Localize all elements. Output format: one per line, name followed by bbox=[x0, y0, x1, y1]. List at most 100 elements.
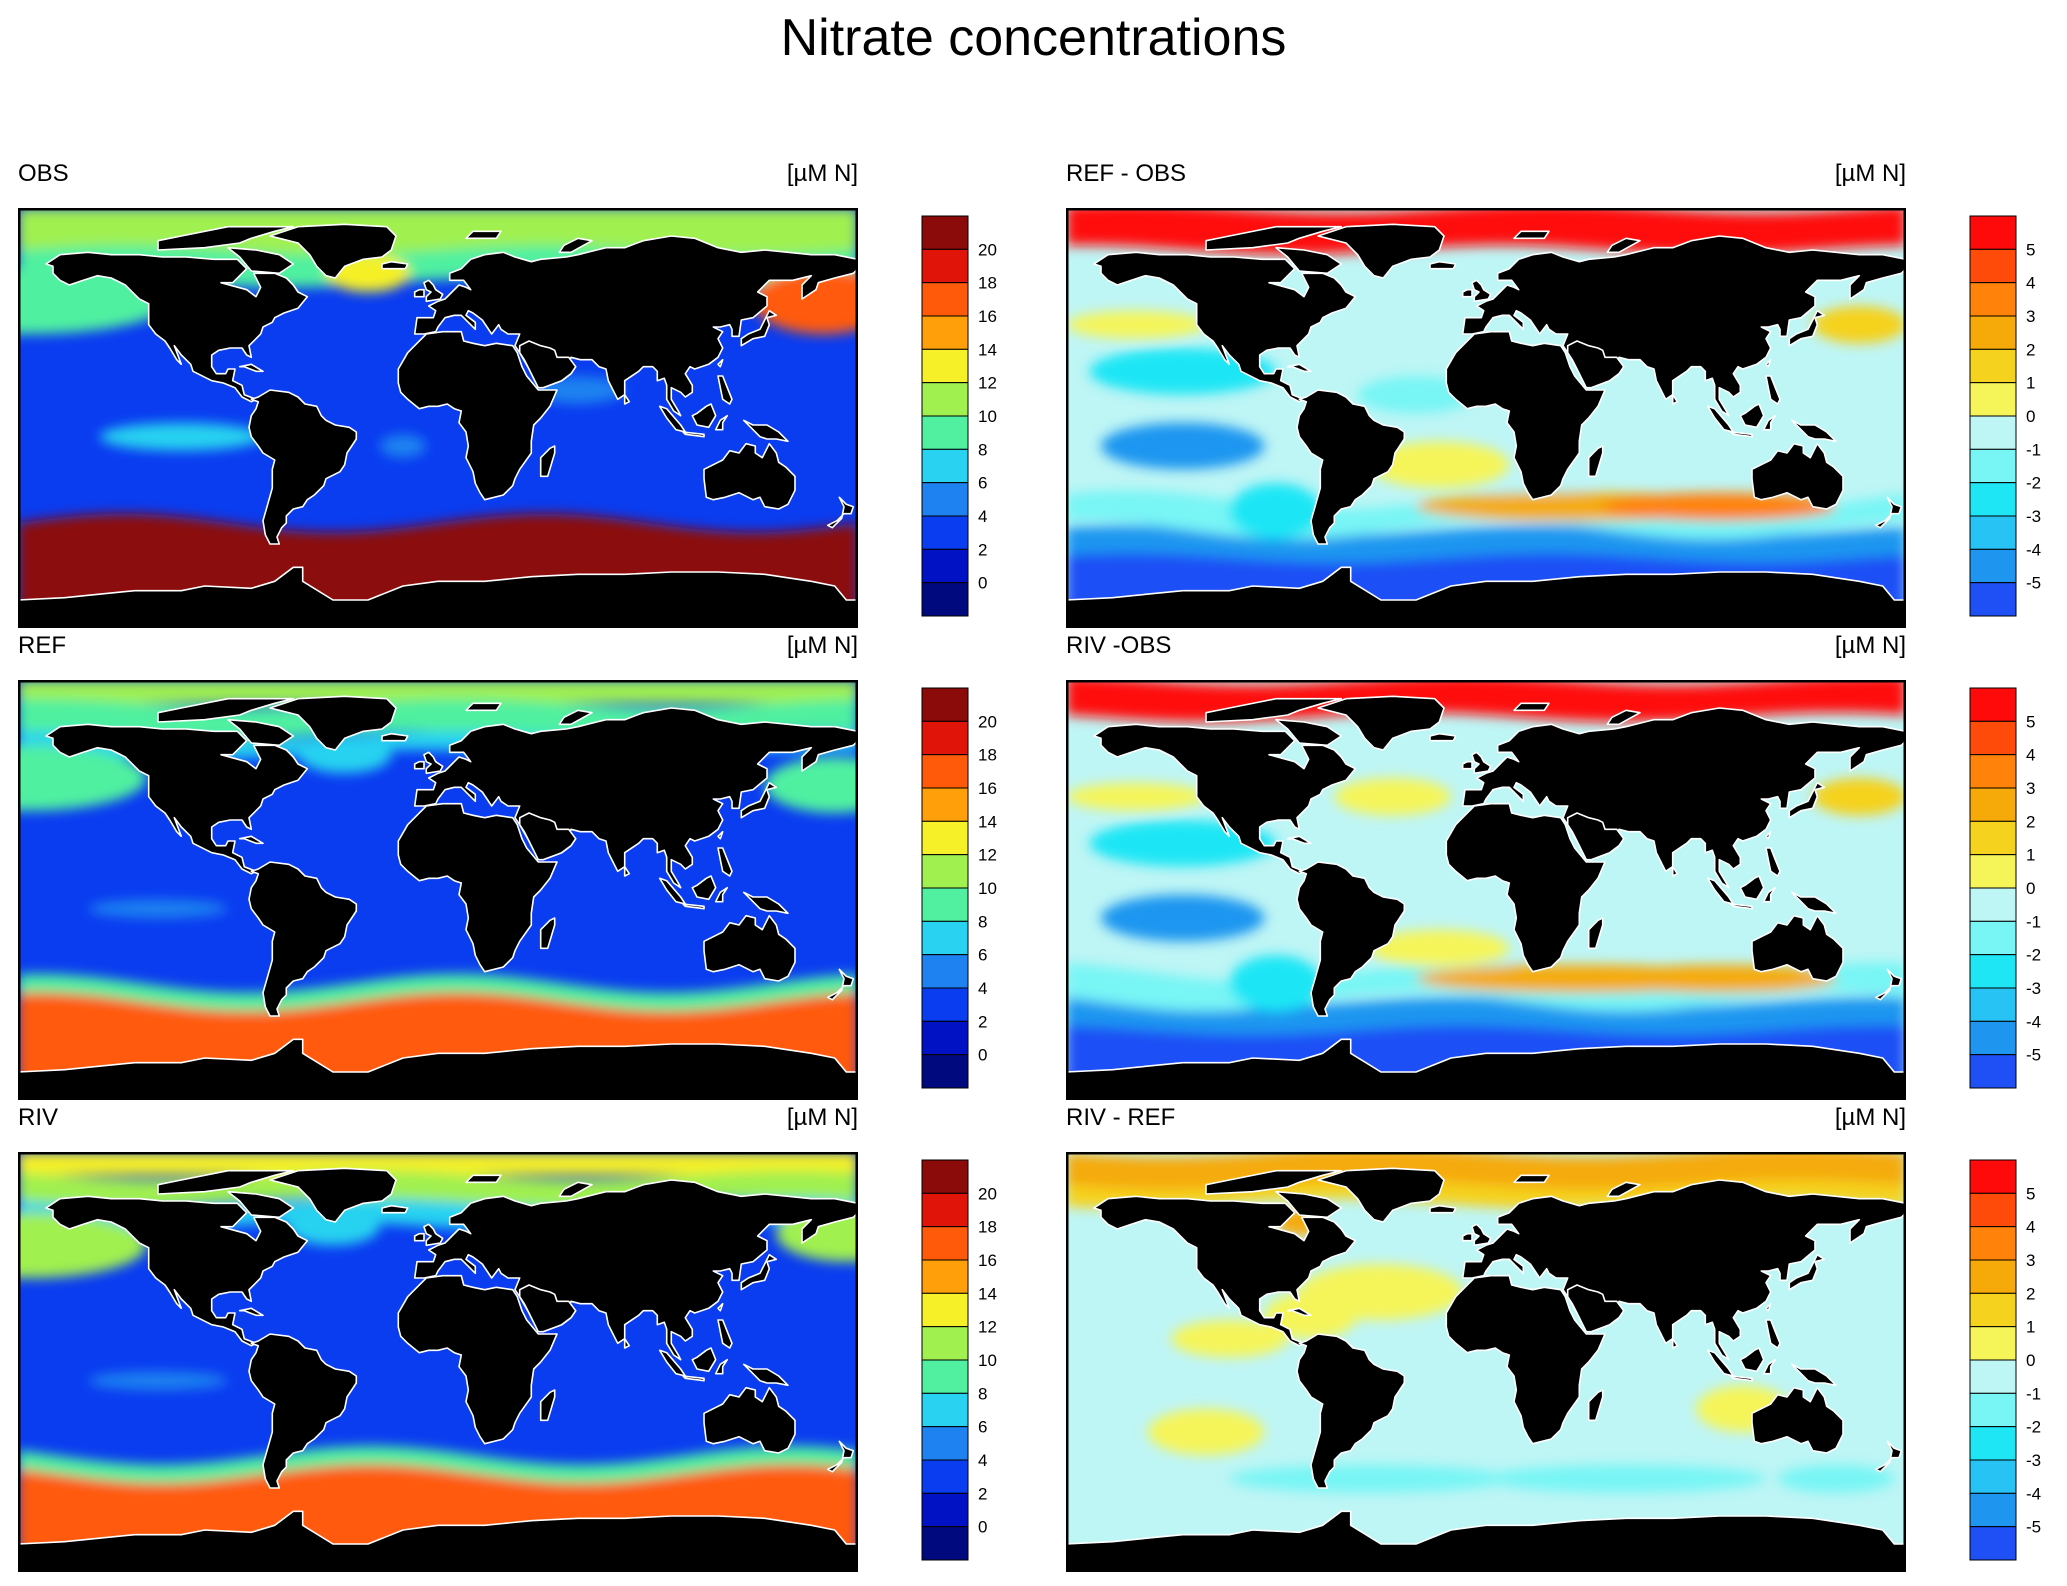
land-sriLanka bbox=[1671, 393, 1679, 405]
panel-title-ref-obs: REF - OBS bbox=[1066, 160, 1187, 187]
land-svalbard bbox=[1513, 230, 1550, 240]
colorbar-swatch bbox=[1969, 987, 2017, 1022]
colorbar-swatch bbox=[1969, 1054, 2017, 1089]
land-borneo bbox=[691, 875, 717, 901]
land-southAmerica bbox=[248, 1333, 358, 1489]
land-iceland bbox=[1429, 1204, 1457, 1214]
land-japan bbox=[740, 781, 778, 819]
land-madagascar bbox=[1587, 917, 1604, 950]
colorbar-tick-label: 3 bbox=[2026, 307, 2035, 326]
colorbar-tick-label: 6 bbox=[978, 474, 987, 493]
colorbar-swatch bbox=[1969, 582, 2017, 617]
colorbar-tick-label: 0 bbox=[978, 1046, 987, 1065]
land-novaya bbox=[1606, 237, 1641, 254]
land-baffin bbox=[1275, 1190, 1343, 1219]
colorbar-swatch bbox=[921, 720, 969, 756]
land-northAmerica bbox=[1093, 723, 1357, 875]
colorbar-tick-label: 8 bbox=[978, 440, 987, 459]
land-newGuinea bbox=[742, 419, 789, 443]
colorbar-tick-label: 1 bbox=[2026, 846, 2035, 865]
field-blob bbox=[18, 1212, 147, 1278]
land-novaya bbox=[558, 1181, 593, 1198]
panel-title-riv: RIV bbox=[18, 1104, 59, 1131]
land-southAmerica bbox=[248, 389, 358, 545]
colorbar-swatch bbox=[1969, 720, 2017, 756]
colorbar-swatch bbox=[1969, 548, 2017, 584]
land-sulawesi bbox=[1762, 1358, 1777, 1375]
colorbar-tick-label: 8 bbox=[978, 1384, 987, 1403]
land-newGuinea bbox=[742, 1363, 789, 1387]
map-frame bbox=[1066, 1152, 1906, 1572]
land-baffin bbox=[227, 246, 295, 275]
colorbar-swatch bbox=[921, 1459, 969, 1494]
colorbar-swatch bbox=[1969, 515, 2017, 550]
colorbar-swatch bbox=[1969, 1392, 2017, 1428]
colorbar-tick-label: 6 bbox=[978, 1418, 987, 1437]
field-blob bbox=[18, 745, 147, 811]
colorbar-swatch bbox=[921, 1020, 969, 1056]
land-madagascar bbox=[1587, 445, 1604, 478]
land-svalbard bbox=[1513, 702, 1550, 712]
colorbar-swatch bbox=[921, 1326, 969, 1361]
land-uk bbox=[1471, 1223, 1492, 1247]
colorbar-swatch bbox=[921, 515, 969, 550]
land-philippines bbox=[1765, 1319, 1781, 1349]
colorbar-tick-label: 5 bbox=[2026, 1184, 2035, 1203]
colorbar-tick-label: 5 bbox=[2026, 240, 2035, 259]
colorbar-swatch bbox=[921, 315, 969, 350]
colorbar-swatch bbox=[921, 548, 969, 584]
land-japan bbox=[740, 309, 778, 347]
field-blob bbox=[99, 422, 263, 451]
land-newGuinea bbox=[1790, 891, 1837, 915]
map-obs bbox=[18, 208, 858, 628]
field-blob bbox=[1369, 929, 1510, 967]
panel-title-riv-ref: RIV - REF bbox=[1066, 1104, 1176, 1131]
land-novaya bbox=[1606, 709, 1641, 726]
colorbar-tick-label: 2 bbox=[2026, 1284, 2035, 1303]
colorbar-tick-label: 20 bbox=[978, 712, 997, 731]
colorbar-tick-label: -4 bbox=[2026, 1012, 2041, 1031]
land-newZealand bbox=[1874, 1440, 1903, 1473]
panel-unit-ref-obs: [µM N] bbox=[1834, 160, 1906, 187]
land-baffin bbox=[1275, 718, 1343, 747]
colorbar-tick-label: 10 bbox=[978, 407, 997, 426]
land-southAmerica bbox=[1296, 389, 1406, 545]
land-java bbox=[682, 431, 705, 438]
colorbar-tick-label: 16 bbox=[978, 1251, 997, 1270]
field-blob bbox=[88, 899, 228, 918]
colorbar-tick-label: -2 bbox=[2026, 1418, 2041, 1437]
colorbar-tick-label: 10 bbox=[978, 1351, 997, 1370]
land-novaya bbox=[1606, 1181, 1641, 1198]
land-australia bbox=[1751, 914, 1844, 982]
colorbar-swatch bbox=[1969, 887, 2017, 922]
land-antarctica bbox=[1066, 1510, 1906, 1572]
map-frame bbox=[18, 208, 858, 628]
colorbar-swatch bbox=[921, 954, 969, 989]
panel-unit-riv: [µM N] bbox=[786, 1104, 858, 1131]
colorbar-tick-label: 20 bbox=[978, 240, 997, 259]
colorbar-swatch bbox=[921, 1292, 969, 1328]
land-ireland bbox=[1461, 1232, 1473, 1242]
colorbar-swatch bbox=[1969, 1359, 2017, 1394]
colorbar-swatch bbox=[921, 582, 969, 617]
colorbar-obs: 20 18 16 14 12 10 8 6 4 2 0 bbox=[921, 215, 1018, 618]
panel-unit-riv-obs: [µM N] bbox=[1834, 632, 1906, 659]
land-sulawesi bbox=[714, 1358, 729, 1375]
land-southAmerica bbox=[248, 861, 358, 1017]
colorbar-tick-label: 18 bbox=[978, 274, 997, 293]
land-japan bbox=[1788, 781, 1826, 819]
colorbar-swatch bbox=[1969, 1526, 2017, 1561]
land-africa bbox=[1445, 330, 1606, 501]
land-northAmerica bbox=[45, 251, 309, 403]
colorbar-tick-label: 18 bbox=[978, 1218, 997, 1237]
land-iceland bbox=[381, 732, 409, 742]
colorbar-swatch bbox=[921, 1492, 969, 1528]
field-blob bbox=[1299, 1264, 1463, 1320]
land-philippines bbox=[717, 1319, 733, 1349]
map-ref_obs bbox=[1066, 208, 1906, 628]
field-blob bbox=[1602, 964, 1836, 993]
land-madagascar bbox=[1587, 1389, 1604, 1422]
colorbar-tick-label: 16 bbox=[978, 779, 997, 798]
land-northAmerica bbox=[1093, 251, 1357, 403]
land-svalbard bbox=[465, 230, 502, 240]
